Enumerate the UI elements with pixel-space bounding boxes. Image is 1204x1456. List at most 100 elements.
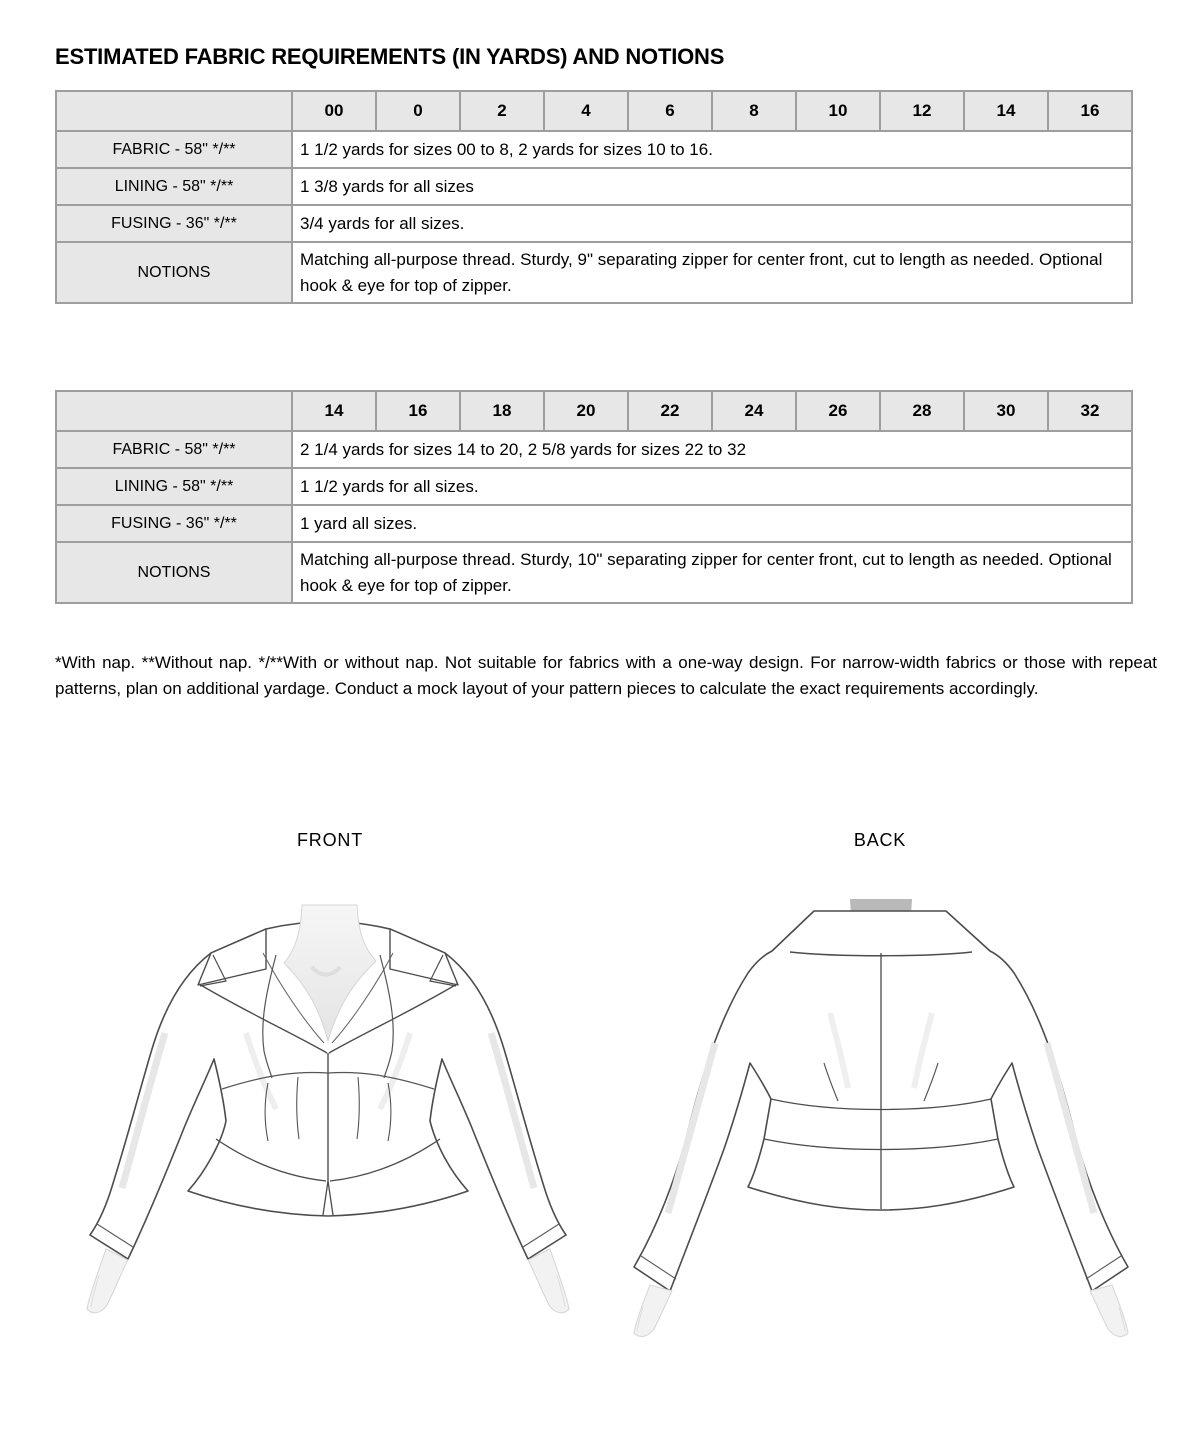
waist-seam xyxy=(264,1082,269,1142)
row-label-fusing: FUSING - 36" */** xyxy=(55,204,293,243)
back-view-label: BACK xyxy=(853,830,907,850)
row-value-fusing: 1 yard all sizes. xyxy=(291,504,1133,543)
lapel-crease-right xyxy=(331,952,394,1044)
back-shading xyxy=(827,1012,851,1089)
size-header: 30 xyxy=(963,390,1049,432)
nap-footnote: *With nap. **Without nap. */**With or wi… xyxy=(55,653,1157,699)
row-label-fusing: FUSING - 36" */** xyxy=(55,504,293,543)
peplum-seam-left xyxy=(215,1138,327,1182)
bust-shading xyxy=(243,1032,279,1111)
finger-line xyxy=(1118,1306,1126,1332)
size-header: 6 xyxy=(627,90,713,132)
sleeve-shading xyxy=(487,1031,538,1189)
row-value-fusing: 3/4 yards for all sizes. xyxy=(291,204,1133,243)
neck-shading xyxy=(310,965,342,977)
finger-line xyxy=(90,1274,100,1308)
princess-seam-right xyxy=(379,954,394,1079)
sleeve-shading xyxy=(118,1031,169,1189)
notions-row: NOTIONS Matching all-purpose thread. Stu… xyxy=(55,541,1133,604)
size-header: 14 xyxy=(291,390,377,432)
size-header: 28 xyxy=(879,390,965,432)
size-header: 18 xyxy=(459,390,545,432)
row-value-notions: Matching all-purpose thread. Sturdy, 9" … xyxy=(291,241,1133,304)
lining-row: LINING - 58" */** 1 1/2 yards for all si… xyxy=(55,467,1133,506)
waist-seam xyxy=(387,1082,392,1142)
cuff-line-right xyxy=(522,1223,560,1248)
row-value-fabric: 2 1/4 yards for sizes 14 to 20, 2 5/8 ya… xyxy=(291,430,1133,469)
size-header: 0 xyxy=(375,90,461,132)
lapel-edge-left xyxy=(198,983,328,1054)
cuff-line-right xyxy=(1085,1255,1122,1280)
size-header: 20 xyxy=(543,390,629,432)
row-value-lining: 1 3/8 yards for all sizes xyxy=(291,167,1133,206)
waist-seam xyxy=(356,1076,360,1140)
lining-row: LINING - 58" */** 1 3/8 yards for all si… xyxy=(55,167,1133,206)
row-value-fabric: 1 1/2 yards for sizes 00 to 8, 2 yards f… xyxy=(291,130,1133,169)
size-header: 14 xyxy=(963,90,1049,132)
size-header: 22 xyxy=(627,390,713,432)
size-header: 12 xyxy=(879,90,965,132)
finger-line xyxy=(556,1274,566,1308)
jacket-front-illustration xyxy=(70,893,590,1323)
cuff-line-left xyxy=(640,1255,677,1280)
back-shading xyxy=(911,1012,935,1089)
sleeve-shading xyxy=(1043,1042,1098,1214)
peplum-seam-right xyxy=(329,1138,441,1182)
row-value-notions: Matching all-purpose thread. Sturdy, 10"… xyxy=(291,541,1133,604)
corner-cell xyxy=(55,390,293,432)
corner-cell xyxy=(55,90,293,132)
fabric-requirements-table-misses: 00 0 2 4 6 8 10 12 14 16 FABRIC - 58" */… xyxy=(55,90,1133,304)
size-header-row: 00 0 2 4 6 8 10 12 14 16 xyxy=(55,90,1133,132)
underbust-seam xyxy=(221,1071,435,1090)
size-header: 24 xyxy=(711,390,797,432)
row-label-lining: LINING - 58" */** xyxy=(55,167,293,206)
size-header: 26 xyxy=(795,390,881,432)
notions-row: NOTIONS Matching all-purpose thread. Stu… xyxy=(55,241,1133,304)
size-header: 4 xyxy=(543,90,629,132)
collar-left xyxy=(197,928,267,986)
sleeve-shading xyxy=(664,1042,719,1214)
fabric-row: FABRIC - 58" */** 2 1/4 yards for sizes … xyxy=(55,430,1133,469)
size-header: 10 xyxy=(795,90,881,132)
size-header: 16 xyxy=(1047,90,1133,132)
row-value-lining: 1 1/2 yards for all sizes. xyxy=(291,467,1133,506)
princess-seam-left xyxy=(262,954,277,1079)
waist-seam xyxy=(296,1076,300,1140)
fabric-requirements-table-plus: 14 16 18 20 22 24 26 28 30 32 FABRIC - 5… xyxy=(55,390,1133,604)
row-label-notions: NOTIONS xyxy=(55,241,293,304)
hem-split xyxy=(322,1180,334,1216)
size-header: 2 xyxy=(459,90,545,132)
mannequin-hand-left xyxy=(86,1248,129,1314)
fusing-row: FUSING - 36" */** 1 yard all sizes. xyxy=(55,504,1133,543)
mannequin-hand-left xyxy=(633,1284,673,1337)
mannequin-hand-right xyxy=(1089,1284,1129,1337)
back-dart-left xyxy=(823,1062,839,1102)
lapel-edge-right xyxy=(328,983,458,1054)
size-header: 8 xyxy=(711,90,797,132)
lapel-crease-left xyxy=(262,952,325,1044)
bust-shading xyxy=(377,1032,413,1111)
size-header-row: 14 16 18 20 22 24 26 28 30 32 xyxy=(55,390,1133,432)
finger-line xyxy=(636,1306,644,1332)
row-label-fabric: FABRIC - 58" */** xyxy=(55,430,293,469)
shoulder-tab-right xyxy=(429,954,457,987)
row-label-notions: NOTIONS xyxy=(55,541,293,604)
shoulder-tab-left xyxy=(199,954,227,987)
row-label-fabric: FABRIC - 58" */** xyxy=(55,130,293,169)
cuff-line-left xyxy=(96,1223,134,1248)
size-header: 32 xyxy=(1047,390,1133,432)
fusing-row: FUSING - 36" */** 3/4 yards for all size… xyxy=(55,204,1133,243)
page-title: ESTIMATED FABRIC REQUIREMENTS (IN YARDS)… xyxy=(55,44,725,69)
collar-right xyxy=(389,928,459,986)
front-view-label: FRONT xyxy=(297,830,363,850)
jacket-back-illustration xyxy=(600,893,1160,1343)
size-header: 00 xyxy=(291,90,377,132)
row-label-lining: LINING - 58" */** xyxy=(55,467,293,506)
mannequin-hand-right xyxy=(527,1248,570,1314)
fabric-row: FABRIC - 58" */** 1 1/2 yards for sizes … xyxy=(55,130,1133,169)
waistband-bottom-seam xyxy=(763,1138,999,1151)
waistband-top-seam xyxy=(770,1098,992,1111)
back-dart-right xyxy=(923,1062,939,1102)
size-header: 16 xyxy=(375,390,461,432)
